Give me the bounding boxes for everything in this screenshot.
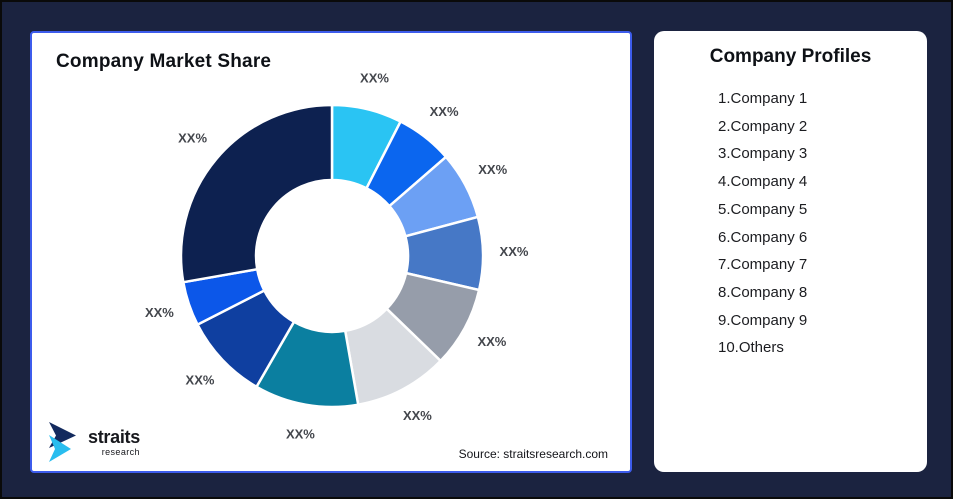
company-list-item: 9.Company 9 (718, 311, 808, 329)
company-list-item: 3.Company 3 (718, 145, 808, 163)
donut-segment-label-3: XX% (478, 162, 507, 177)
market-share-card: Company Market Share XX% XX% XX% XX% XX% XX% X… (30, 31, 632, 473)
straits-logo-icon (49, 422, 76, 462)
logo-text: straits research (88, 428, 140, 457)
logo-name: straits (88, 426, 140, 447)
donut-segment-label-6: XX% (403, 408, 432, 423)
donut-segment-10 (179, 103, 334, 284)
source-attribution: Source: straitsresearch.com (458, 447, 608, 461)
company-list-item: 1.Company 1 (718, 90, 808, 107)
company-list: 1.Company 1 2.Company 2 3.Company 3 4.Compa… (654, 85, 927, 362)
company-profiles-card: Company Profiles 1.Company 1 2.Company 2 3… (654, 31, 927, 472)
logo-chevron-cyan (49, 435, 71, 462)
company-list-item: 2.Company 2 (718, 117, 808, 135)
company-list-item: 7.Company 7 (718, 256, 808, 274)
donut-segment-label-5: XX% (477, 334, 506, 349)
donut-segment-label-2: XX% (430, 104, 459, 119)
company-list-item: 6.Company 6 (718, 228, 808, 246)
company-list-item: 4.Company 4 (718, 173, 808, 191)
logo-subtitle: research (101, 446, 140, 457)
straits-research-logo: straits research (48, 422, 140, 462)
company-list-item: 8.Company 8 (718, 283, 808, 301)
donut-segment-label-8: XX% (186, 373, 215, 388)
donut-segment-label-10: XX% (178, 130, 207, 145)
company-list-item: 5.Company 5 (718, 200, 808, 218)
market-share-donut-chart: XX% XX% XX% XX% XX% XX% XX% XX% XX% XX% (145, 70, 529, 442)
donut-segment-label-9: XX% (145, 305, 174, 320)
company-list-item: 10.Others (718, 339, 784, 357)
donut-segment-label-7: XX% (286, 427, 315, 442)
donut-segment-label-1: XX% (360, 70, 389, 85)
chart-title: Company Market Share (56, 51, 272, 72)
profiles-title: Company Profiles (709, 46, 872, 67)
donut-segment-label-4: XX% (500, 244, 529, 259)
